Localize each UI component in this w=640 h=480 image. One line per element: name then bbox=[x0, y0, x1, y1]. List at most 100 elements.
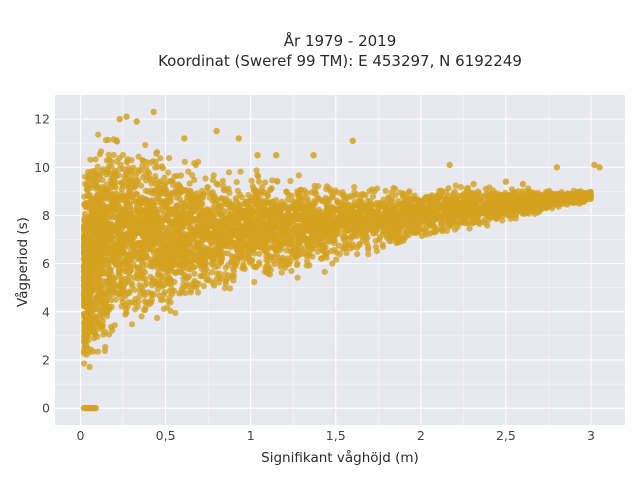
scatter-point bbox=[166, 155, 173, 162]
scatter-point bbox=[411, 207, 418, 214]
scatter-point bbox=[427, 222, 434, 229]
scatter-point bbox=[118, 186, 125, 193]
scatter-point bbox=[128, 170, 135, 177]
scatter-point bbox=[108, 297, 115, 304]
scatter-point bbox=[151, 238, 158, 245]
scatter-point bbox=[254, 232, 261, 239]
scatter-point bbox=[112, 296, 119, 303]
scatter-point bbox=[266, 210, 273, 217]
scatter-point bbox=[152, 176, 159, 183]
scatter-point bbox=[244, 198, 252, 205]
scatter-point bbox=[84, 257, 91, 264]
scatter-point bbox=[295, 172, 302, 179]
scatter-point bbox=[171, 230, 178, 237]
scatter-point bbox=[365, 251, 372, 258]
scatter-point bbox=[365, 246, 372, 253]
scatter-point bbox=[381, 224, 388, 231]
scatter-point bbox=[453, 212, 460, 219]
scatter-point bbox=[129, 193, 136, 200]
scatter-point bbox=[439, 192, 447, 200]
scatter-point bbox=[226, 285, 234, 292]
scatter-point bbox=[460, 190, 467, 198]
scatter-point bbox=[102, 279, 109, 286]
scatter-point bbox=[379, 243, 387, 250]
scatter-point bbox=[117, 243, 124, 250]
scatter-point bbox=[431, 209, 438, 216]
scatter-point bbox=[271, 261, 278, 268]
scatter-point bbox=[204, 277, 211, 284]
scatter-point bbox=[92, 156, 99, 163]
scatter-point bbox=[252, 237, 259, 244]
scatter-point bbox=[232, 214, 239, 221]
scatter-point bbox=[525, 185, 532, 192]
scatter-point bbox=[164, 257, 171, 264]
scatter-point bbox=[333, 206, 340, 213]
scatter-point bbox=[432, 214, 439, 221]
scatter-point bbox=[339, 191, 346, 198]
scatter-point bbox=[348, 235, 355, 242]
scatter-point bbox=[87, 156, 94, 163]
scatter-point bbox=[95, 176, 102, 183]
scatter-point bbox=[294, 241, 301, 248]
scatter-point bbox=[156, 185, 164, 192]
scatter-point bbox=[501, 192, 508, 199]
scatter-point bbox=[358, 191, 365, 198]
scatter-point bbox=[199, 187, 206, 194]
scatter-point bbox=[427, 212, 434, 219]
scatter-point bbox=[167, 218, 174, 225]
scatter-point bbox=[182, 261, 189, 268]
scatter-point bbox=[316, 210, 323, 217]
scatter-point bbox=[185, 235, 192, 242]
scatter-point bbox=[123, 174, 130, 182]
scatter-point bbox=[127, 267, 134, 274]
scatter-point bbox=[261, 240, 268, 247]
scatter-point bbox=[462, 211, 469, 218]
scatter-point bbox=[192, 234, 199, 241]
scatter-point bbox=[184, 194, 191, 201]
scatter-point bbox=[163, 267, 170, 274]
scatter-point bbox=[94, 348, 102, 355]
scatter-point bbox=[470, 205, 477, 212]
scatter-point bbox=[305, 202, 312, 209]
scatter-point bbox=[233, 239, 240, 246]
scatter-point bbox=[351, 184, 358, 191]
scatter-point bbox=[171, 173, 178, 180]
scatter-point bbox=[227, 203, 234, 210]
scatter-point bbox=[161, 233, 168, 240]
scatter-point bbox=[264, 191, 271, 199]
scatter-point bbox=[225, 169, 233, 176]
scatter-point bbox=[86, 243, 93, 250]
scatter-point bbox=[101, 168, 109, 175]
scatter-point bbox=[325, 238, 332, 245]
scatter-point bbox=[107, 222, 114, 229]
scatter-point bbox=[191, 263, 198, 271]
scatter-point bbox=[395, 212, 402, 219]
scatter-point bbox=[326, 229, 334, 236]
scatter-point bbox=[277, 204, 284, 211]
scatter-point bbox=[463, 185, 470, 192]
scatter-point bbox=[285, 261, 292, 268]
scatter-point bbox=[471, 217, 478, 224]
scatter-point bbox=[178, 252, 185, 259]
scatter-point bbox=[288, 267, 295, 275]
scatter-point bbox=[171, 221, 178, 228]
scatter-point bbox=[141, 282, 148, 289]
scatter-point bbox=[213, 180, 220, 187]
scatter-point bbox=[170, 261, 177, 269]
scatter-point bbox=[195, 280, 202, 287]
scatter-point bbox=[512, 212, 519, 219]
scatter-point bbox=[452, 182, 459, 189]
scatter-point bbox=[112, 274, 119, 281]
scatter-point bbox=[178, 285, 185, 293]
scatter-point bbox=[217, 211, 224, 218]
scatter-point bbox=[103, 206, 110, 213]
scatter-point bbox=[301, 212, 308, 219]
scatter-point bbox=[466, 225, 473, 232]
scatter-point bbox=[486, 196, 493, 203]
scatter-point bbox=[152, 254, 159, 261]
scatter-point bbox=[357, 198, 364, 205]
scatter-point bbox=[445, 219, 452, 226]
scatter-point bbox=[247, 210, 254, 217]
scatter-point bbox=[202, 175, 209, 182]
